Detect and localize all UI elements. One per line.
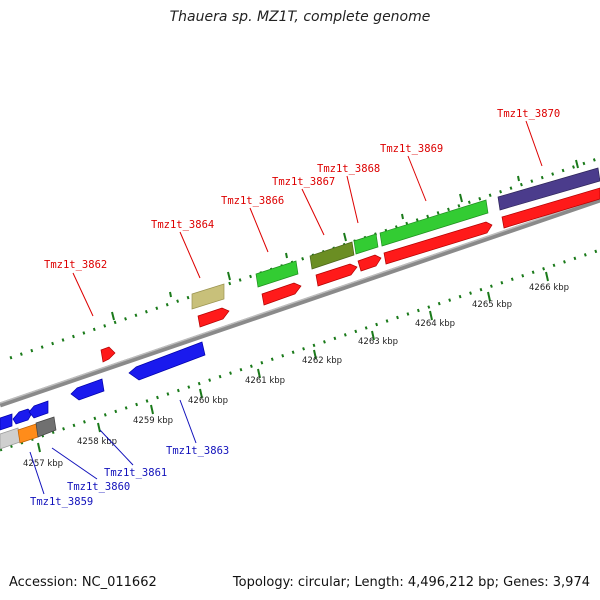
upper-ruler-ticks [111, 159, 579, 321]
gene-3870-arrow[interactable] [501, 187, 600, 229]
gene-label: Tmz1t_3861 [104, 467, 167, 479]
gene-label: Tmz1t_3867 [272, 176, 335, 188]
gene-label: Tmz1t_3868 [317, 163, 380, 175]
gene-3862-arrow[interactable] [100, 346, 116, 363]
lower-dotted-ruler [0, 248, 600, 452]
gene-3858-feature[interactable] [0, 413, 13, 431]
kbp-label: 4265 kbp [472, 300, 512, 310]
gene-3864-feature[interactable] [191, 283, 225, 310]
kbp-label: 4258 kbp [77, 437, 117, 447]
gene-label: Tmz1t_3870 [497, 108, 560, 120]
gene-3869-arrow[interactable] [383, 221, 493, 265]
gene-3867-feature[interactable] [309, 241, 355, 270]
kbp-label: 4266 kbp [529, 283, 569, 293]
gene-3866-arrow[interactable] [261, 282, 302, 306]
gene-3861-marker[interactable] [35, 416, 57, 438]
kbp-label: 4261 kbp [245, 376, 285, 386]
genome-summary-text: Topology: circular; Length: 4,496,212 bp… [232, 575, 590, 590]
gene-label: Tmz1t_3860 [67, 481, 130, 493]
page-title: Thauera sp. MZ1T, complete genome [169, 9, 431, 25]
kbp-label: 4262 kbp [302, 356, 342, 366]
gene-3870-feature[interactable] [497, 167, 600, 211]
genome-backbone-highlight [0, 197, 600, 404]
gene-3859-marker[interactable] [0, 427, 21, 450]
gene-3864-arrow[interactable] [197, 307, 230, 328]
genome-backbone [0, 197, 600, 408]
kbp-label: 4260 kbp [188, 396, 228, 406]
gene-3861-feature[interactable] [70, 378, 105, 401]
bottom-gene-labels: Tmz1t_3859 Tmz1t_3860 Tmz1t_3861 Tmz1t_3… [30, 445, 229, 508]
kbp-label: 4259 kbp [133, 416, 173, 426]
kbp-labels: 4257 kbp 4258 kbp 4259 kbp 4260 kbp 4261… [23, 283, 569, 469]
gene-label: Tmz1t_3866 [221, 195, 284, 207]
gene-3866-feature[interactable] [255, 260, 299, 288]
top-leader-lines [72, 120, 543, 317]
upper-dotted-ruler [9, 156, 600, 360]
gene-3868-arrow[interactable] [357, 254, 382, 272]
bottom-strand-features [0, 341, 206, 450]
gene-label: Tmz1t_3862 [44, 259, 107, 271]
gene-label: Tmz1t_3859 [30, 496, 93, 508]
top-strand-features [100, 167, 600, 363]
gene-label: Tmz1t_3864 [151, 219, 214, 231]
gene-3868-feature[interactable] [353, 233, 379, 255]
gene-3869-feature[interactable] [379, 199, 489, 247]
gene-3863-feature[interactable] [128, 341, 206, 381]
gene-label: Tmz1t_3863 [166, 445, 229, 457]
kbp-label: 4264 kbp [415, 319, 455, 329]
gene-3867-arrow[interactable] [315, 263, 358, 287]
kbp-label: 4257 kbp [23, 459, 63, 469]
top-gene-labels: Tmz1t_3862 Tmz1t_3864 Tmz1t_3866 Tmz1t_3… [44, 108, 560, 271]
accession-text: Accession: NC_011662 [9, 575, 157, 590]
bottom-leader-lines [29, 399, 197, 495]
lower-ruler-ticks [37, 271, 549, 453]
gene-3860-marker[interactable] [17, 423, 39, 444]
gene-3859-feature[interactable] [12, 408, 33, 425]
gene-label: Tmz1t_3869 [380, 143, 443, 155]
kbp-label: 4263 kbp [358, 337, 398, 347]
gene-3860-feature[interactable] [28, 400, 49, 419]
